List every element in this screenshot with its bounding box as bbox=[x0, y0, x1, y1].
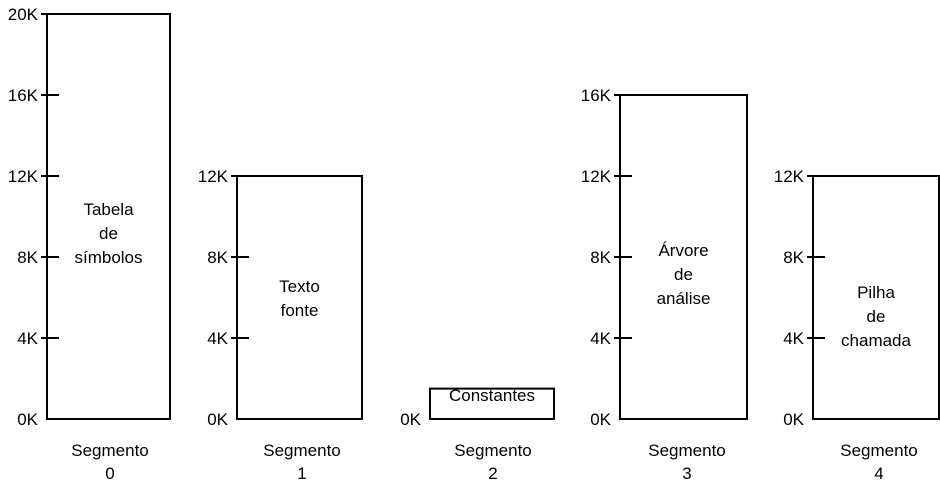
tick-label: 4K bbox=[17, 329, 38, 348]
tick-label: 12K bbox=[8, 167, 39, 186]
segment-label: Constantes bbox=[449, 386, 535, 405]
tick-label: 8K bbox=[207, 248, 228, 267]
segment-label: Texto bbox=[279, 277, 320, 296]
segment-caption: Segmento bbox=[263, 441, 341, 460]
segment-caption: 2 bbox=[488, 464, 497, 483]
segment-box bbox=[236, 175, 363, 420]
tick-label: 4K bbox=[590, 329, 611, 348]
tick-label: 12K bbox=[198, 167, 229, 186]
segment-caption: Segmento bbox=[454, 441, 532, 460]
segment-caption: Segmento bbox=[840, 441, 918, 460]
segment-caption: 0 bbox=[105, 464, 114, 483]
tick-label: 4K bbox=[207, 329, 228, 348]
segment-1: 0K 4K 8K 12K Texto fonte Segmento 1 bbox=[198, 167, 363, 483]
segment-label: Árvore bbox=[658, 241, 708, 260]
segment-3: 0K 4K 8K 12K 16K Árvore de análise Segmento 3 bbox=[581, 86, 748, 483]
tick-label: 8K bbox=[17, 248, 38, 267]
tick-label: 12K bbox=[581, 167, 612, 186]
tick-label: 16K bbox=[581, 86, 612, 105]
tick-label: 20K bbox=[8, 5, 39, 24]
segment-caption: 4 bbox=[874, 464, 883, 483]
segment-label: símbolos bbox=[74, 248, 142, 267]
segment-label: fonte bbox=[281, 301, 319, 320]
tick-label: 0K bbox=[17, 410, 38, 429]
tick-label: 0K bbox=[207, 410, 228, 429]
tick-label: 16K bbox=[8, 86, 39, 105]
segment-0: 0K 4K 8K 12K 16K 20K Tabela de símbolos Segmento 0 bbox=[8, 5, 171, 483]
segment-caption: 3 bbox=[682, 464, 691, 483]
segment-4: 0K 4K 8K 12K Pilha de chamada Segmento 4 bbox=[774, 167, 940, 483]
tick-label: 0K bbox=[783, 410, 804, 429]
segment-caption: 1 bbox=[297, 464, 306, 483]
segment-box bbox=[46, 13, 171, 420]
segment-box bbox=[429, 387, 555, 420]
tick-label: 12K bbox=[774, 167, 805, 186]
segment-caption: Segmento bbox=[71, 441, 149, 460]
segment-label: Tabela bbox=[83, 200, 134, 219]
segment-label: Pilha bbox=[857, 283, 895, 302]
segment-label: chamada bbox=[841, 331, 911, 350]
tick-label: 0K bbox=[400, 410, 421, 429]
segment-label: de bbox=[674, 265, 693, 284]
tick-label: 4K bbox=[783, 329, 804, 348]
tick-label: 8K bbox=[783, 248, 804, 267]
tick-label: 0K bbox=[590, 410, 611, 429]
segment-box bbox=[812, 175, 940, 420]
segment-label: de bbox=[867, 307, 886, 326]
segment-caption: Segmento bbox=[648, 441, 726, 460]
segment-label: de bbox=[99, 224, 118, 243]
segment-label: análise bbox=[657, 289, 711, 308]
segment-2: 0K Constantes Segmento 2 bbox=[400, 386, 555, 483]
tick-label: 8K bbox=[590, 248, 611, 267]
